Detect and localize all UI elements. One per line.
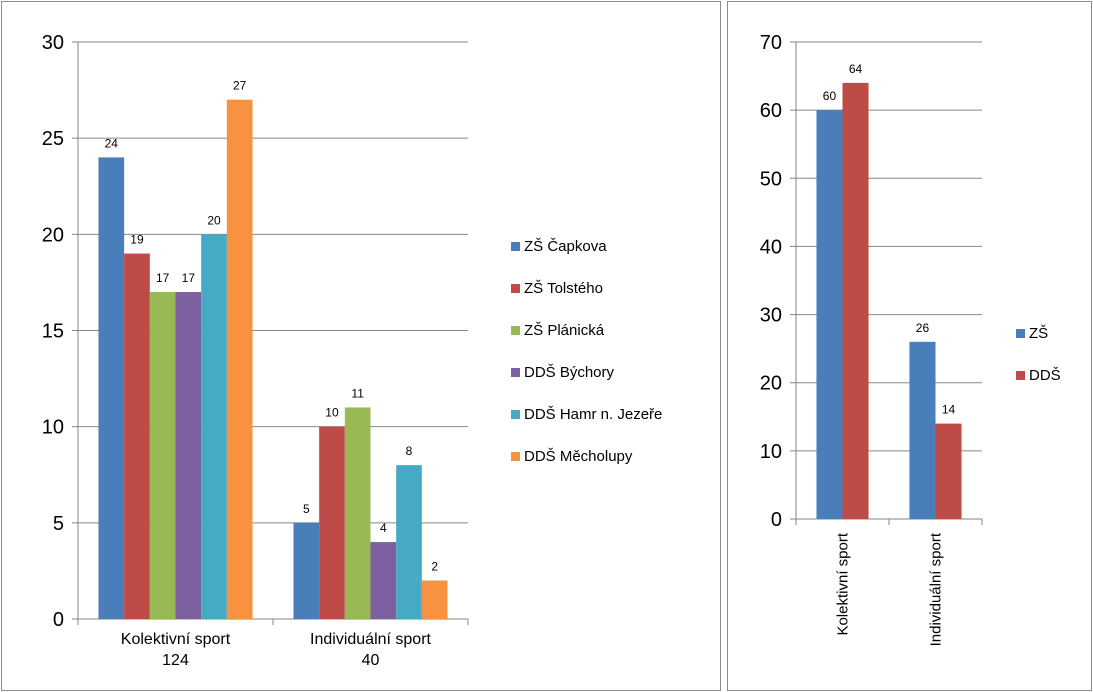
legend-item: DDŠ Měcholupy xyxy=(511,448,632,465)
legend-swatch xyxy=(511,368,520,377)
bar xyxy=(201,234,227,620)
data-label: 24 xyxy=(105,136,119,150)
bar xyxy=(149,292,176,619)
data-label: 20 xyxy=(207,213,221,227)
data-label: 11 xyxy=(351,386,364,400)
data-label: 19 xyxy=(130,233,144,247)
x-category-label: 40 xyxy=(362,652,380,669)
y-tick-label: 10 xyxy=(42,417,64,439)
data-label: 10 xyxy=(325,406,339,420)
data-label: 14 xyxy=(942,403,956,417)
bar xyxy=(935,423,962,519)
data-label: 2 xyxy=(431,560,438,574)
y-tick-label: 25 xyxy=(42,128,64,150)
legend-swatch xyxy=(511,284,520,293)
data-label: 26 xyxy=(916,321,930,335)
bar xyxy=(124,253,150,620)
legend-label: ZŠ Čapkova xyxy=(524,238,607,255)
legend-swatch xyxy=(511,242,520,251)
legend-item: ZŠ xyxy=(1016,325,1048,342)
y-tick-label: 70 xyxy=(760,32,782,54)
bar xyxy=(319,426,345,619)
right-chart-panel: 0 10 20 30 40 50 60 70 60 64 Kolektivní sport 26 14 I… xyxy=(727,1,1092,691)
data-label: 17 xyxy=(156,271,170,285)
x-category-label: Individuální sport xyxy=(928,532,945,646)
legend-label: DDŠ Býchory xyxy=(524,364,615,381)
y-tick-label: 10 xyxy=(760,441,782,463)
data-label: 4 xyxy=(380,521,387,535)
bar xyxy=(396,465,422,619)
y-tick-label: 30 xyxy=(760,305,782,327)
bar xyxy=(175,292,202,619)
legend-label: ZŠ xyxy=(1029,325,1049,342)
data-label: 5 xyxy=(303,502,310,516)
data-label: 8 xyxy=(406,444,413,458)
legend-item: ZŠ Tolstého xyxy=(511,280,603,297)
data-label: 17 xyxy=(182,271,196,285)
legend-item: DDŠ Hamr n. Jezeře xyxy=(511,406,662,423)
data-label: 27 xyxy=(233,79,247,93)
data-label: 60 xyxy=(823,89,837,103)
y-tick-label: 15 xyxy=(42,321,64,343)
legend-item: DDŠ xyxy=(1016,367,1061,384)
legend-label: DDŠ Hamr n. Jezeře xyxy=(524,406,663,423)
bar xyxy=(226,99,253,619)
bar xyxy=(293,522,320,619)
y-tick-label: 30 xyxy=(42,32,64,54)
bar xyxy=(909,341,936,519)
x-category-label: Kolektivní sport xyxy=(835,532,852,635)
legend-label: DDŠ xyxy=(1029,367,1061,384)
left-chart-panel: 0 5 10 15 20 25 30 24 19 17 17 20 27 Kolektivní sport… xyxy=(1,1,721,691)
legend-swatch xyxy=(511,452,520,461)
bar xyxy=(370,542,397,619)
y-tick-label: 0 xyxy=(771,509,782,531)
y-tick-label: 20 xyxy=(760,373,782,395)
x-category-label: Individuální sport xyxy=(310,631,432,648)
y-tick-label: 0 xyxy=(53,609,64,631)
legend-item: ZŠ Čapkova xyxy=(511,238,607,255)
x-category-label: 124 xyxy=(162,652,189,669)
bar xyxy=(98,157,125,619)
bar xyxy=(421,580,448,619)
legend-swatch xyxy=(1016,371,1025,380)
y-tick-label: 5 xyxy=(53,513,64,535)
right-bar-chart: 0 10 20 30 40 50 60 70 60 64 Kolektivní sport 26 14 I… xyxy=(760,32,983,646)
bar xyxy=(816,110,843,520)
legend-swatch xyxy=(511,326,520,335)
legend-item: DDŠ Býchory xyxy=(511,364,614,381)
legend-swatch xyxy=(1016,329,1025,338)
legend-label: DDŠ Měcholupy xyxy=(524,448,633,465)
y-tick-label: 60 xyxy=(760,100,782,122)
x-category-label: Kolektivní sport xyxy=(121,631,231,648)
y-tick-label: 50 xyxy=(760,168,782,190)
legend-label: ZŠ Tolstého xyxy=(524,280,603,297)
bar xyxy=(842,82,869,519)
bar xyxy=(344,407,371,619)
y-tick-label: 40 xyxy=(760,236,782,258)
data-label: 64 xyxy=(849,62,863,76)
legend-item: ZŠ Plánická xyxy=(511,322,604,339)
legend-swatch xyxy=(511,410,520,419)
y-tick-label: 20 xyxy=(42,224,64,246)
legend-label: ZŠ Plánická xyxy=(524,322,605,339)
